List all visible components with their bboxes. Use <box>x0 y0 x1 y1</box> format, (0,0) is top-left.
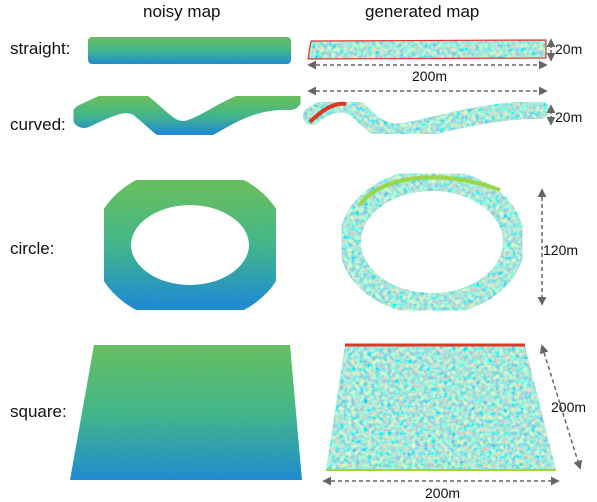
dim-circle-diameter: 120m <box>543 242 579 258</box>
dim-curved-width: 20m <box>555 109 583 125</box>
row-label-circle: circle: <box>10 239 55 258</box>
noisy-circle-map <box>93 167 287 323</box>
noisy-square-map <box>70 345 302 480</box>
generated-straight-map <box>307 39 547 60</box>
generated-square-map <box>326 343 556 471</box>
generated-curved-map <box>303 94 549 142</box>
square-side-right-arrow <box>539 344 583 470</box>
row-label-square: square: <box>10 402 67 421</box>
dim-straight-width: 20m <box>555 41 583 57</box>
noisy-curved-map <box>72 85 302 146</box>
row-label-curved: curved: <box>10 115 66 134</box>
generated-circle-map <box>339 169 525 315</box>
noisy-map-header: noisy map <box>143 2 221 21</box>
noisy-straight-map <box>88 37 291 64</box>
row-label-straight: straight: <box>10 39 71 58</box>
dim-square-side-bottom: 200m <box>425 485 461 501</box>
generated-map-header: generated map <box>365 2 480 21</box>
dim-straight-length: 200m <box>412 68 448 84</box>
